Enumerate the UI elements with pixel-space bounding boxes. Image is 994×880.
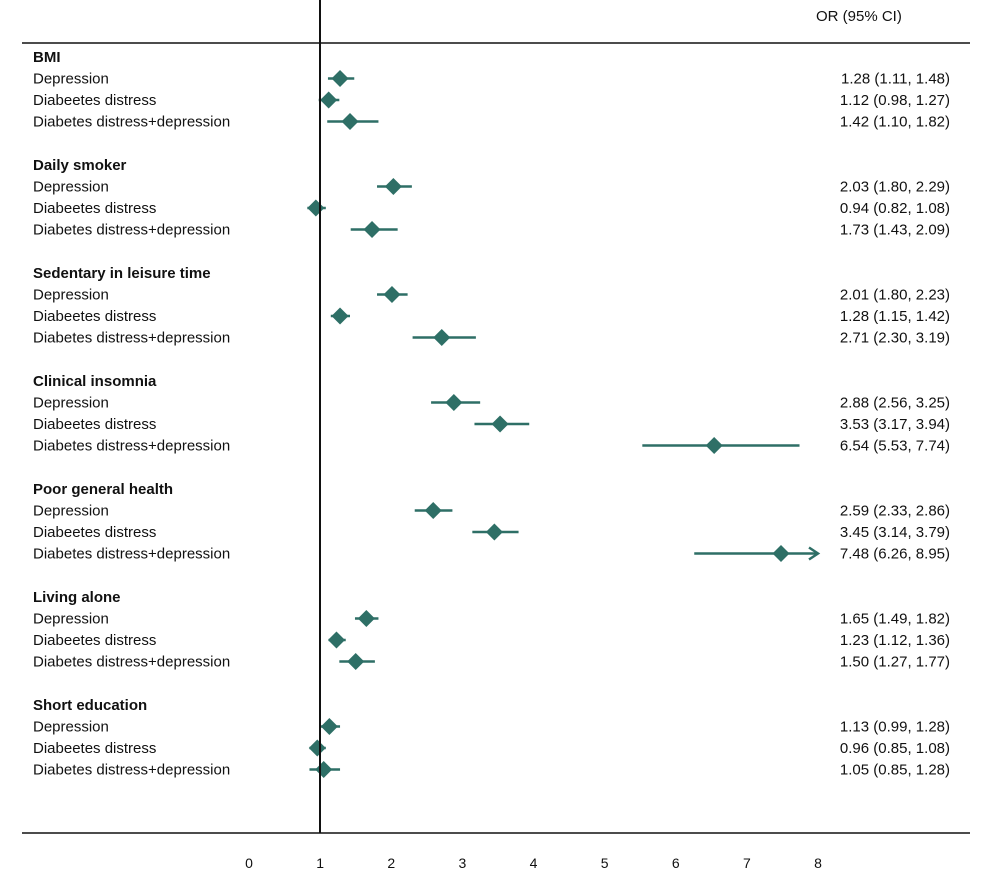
x-tick-label: 8 bbox=[814, 855, 822, 871]
or-ci-value: 2.03 (1.80, 2.29) bbox=[840, 179, 950, 196]
or-point-marker bbox=[315, 761, 333, 778]
x-tick-label: 2 bbox=[387, 855, 395, 871]
rows-layer: BMI Depression 1.28 (1.11, 1.48) Diabeetes … bbox=[33, 49, 950, 779]
or-ci-value: 1.42 (1.10, 1.82) bbox=[840, 114, 950, 131]
or-ci-value: 2.88 (2.56, 3.25) bbox=[840, 395, 950, 412]
or-ci-value: 1.50 (1.27, 1.77) bbox=[840, 654, 950, 671]
or-ci-value: 0.94 (0.82, 1.08) bbox=[840, 200, 950, 217]
or-point-marker bbox=[357, 610, 375, 627]
row-label: Diabeetes distress bbox=[33, 92, 156, 109]
or-ci-value: 1.12 (0.98, 1.27) bbox=[840, 92, 950, 109]
or-point-marker bbox=[383, 286, 401, 303]
or-ci-value: 2.01 (1.80, 2.23) bbox=[840, 287, 950, 304]
or-point-marker bbox=[424, 502, 442, 519]
or-point-marker bbox=[320, 718, 338, 735]
row-label: Diabetes distress+depression bbox=[33, 114, 230, 131]
or-ci-value: 2.59 (2.33, 2.86) bbox=[840, 503, 950, 520]
ci-truncation-arrow bbox=[808, 546, 821, 561]
group-label: Sedentary in leisure time bbox=[33, 265, 211, 282]
x-tick-label: 7 bbox=[743, 855, 751, 871]
group-label: Short education bbox=[33, 697, 147, 714]
row-label: Diabetes distress+depression bbox=[33, 762, 230, 779]
or-point-marker bbox=[445, 394, 463, 411]
row-label: Depression bbox=[33, 395, 109, 412]
x-axis-ticks: 0 1 2 3 4 5 6 7 8 bbox=[245, 855, 822, 871]
or-point-marker bbox=[327, 631, 345, 649]
x-tick-label: 1 bbox=[316, 855, 324, 871]
group-label: Daily smoker bbox=[33, 157, 127, 174]
or-ci-value: 6.54 (5.53, 7.74) bbox=[840, 438, 950, 455]
row-label: Diabetes distress+depression bbox=[33, 546, 230, 563]
row-label: Depression bbox=[33, 719, 109, 736]
or-point-marker bbox=[331, 70, 349, 87]
row-label: Depression bbox=[33, 503, 109, 520]
row-label: Diabeetes distress bbox=[33, 740, 156, 757]
row-label: Depression bbox=[33, 287, 109, 304]
or-point-marker bbox=[363, 221, 381, 238]
column-header: OR (95% CI) bbox=[816, 8, 902, 25]
or-point-marker bbox=[705, 437, 723, 454]
or-point-marker bbox=[307, 199, 325, 217]
or-point-marker bbox=[485, 523, 503, 541]
row-label: Diabeetes distress bbox=[33, 632, 156, 649]
or-point-marker bbox=[772, 545, 790, 562]
x-tick-label: 3 bbox=[458, 855, 466, 871]
or-ci-value: 1.13 (0.99, 1.28) bbox=[840, 719, 950, 736]
row-label: Diabetes distress+depression bbox=[33, 438, 230, 455]
or-ci-value: 3.45 (3.14, 3.79) bbox=[840, 524, 950, 541]
or-ci-value: 1.05 (0.85, 1.28) bbox=[840, 762, 950, 779]
or-ci-value: 1.73 (1.43, 2.09) bbox=[840, 222, 950, 239]
x-tick-label: 6 bbox=[672, 855, 680, 871]
or-ci-value: 2.71 (2.30, 3.19) bbox=[840, 330, 950, 347]
row-label: Diabetes distress+depression bbox=[33, 330, 230, 347]
or-ci-value: 0.96 (0.85, 1.08) bbox=[840, 740, 950, 757]
row-label: Diabeetes distress bbox=[33, 416, 156, 433]
or-point-marker bbox=[320, 91, 338, 109]
group-label: Poor general health bbox=[33, 481, 173, 498]
row-label: Diabeetes distress bbox=[33, 524, 156, 541]
or-point-marker bbox=[331, 307, 349, 325]
or-ci-value: 1.28 (1.11, 1.48) bbox=[841, 71, 950, 88]
row-label: Depression bbox=[33, 179, 109, 196]
or-point-marker bbox=[491, 415, 509, 433]
or-ci-value: 3.53 (3.17, 3.94) bbox=[840, 416, 950, 433]
x-tick-label: 4 bbox=[530, 855, 538, 871]
x-tick-label: 5 bbox=[601, 855, 609, 871]
group-label: BMI bbox=[33, 49, 61, 66]
row-label: Depression bbox=[33, 71, 109, 88]
row-label: Diabeetes distress bbox=[33, 200, 156, 217]
row-label: Diabetes distress+depression bbox=[33, 654, 230, 671]
or-ci-value: 1.65 (1.49, 1.82) bbox=[840, 611, 950, 628]
or-ci-value: 1.28 (1.15, 1.42) bbox=[840, 308, 950, 325]
row-label: Depression bbox=[33, 611, 109, 628]
or-point-marker bbox=[347, 653, 365, 670]
group-label: Living alone bbox=[33, 589, 121, 606]
row-label: Diabetes distress+depression bbox=[33, 222, 230, 239]
or-ci-value: 1.23 (1.12, 1.36) bbox=[840, 632, 950, 649]
or-point-marker bbox=[384, 178, 402, 195]
or-point-marker bbox=[341, 113, 359, 130]
or-ci-value: 7.48 (6.26, 8.95) bbox=[840, 546, 950, 563]
x-tick-label: 0 bbox=[245, 855, 253, 871]
group-label: Clinical insomnia bbox=[33, 373, 157, 390]
row-label: Diabeetes distress bbox=[33, 308, 156, 325]
or-point-marker bbox=[433, 329, 451, 346]
or-point-marker bbox=[308, 739, 326, 757]
